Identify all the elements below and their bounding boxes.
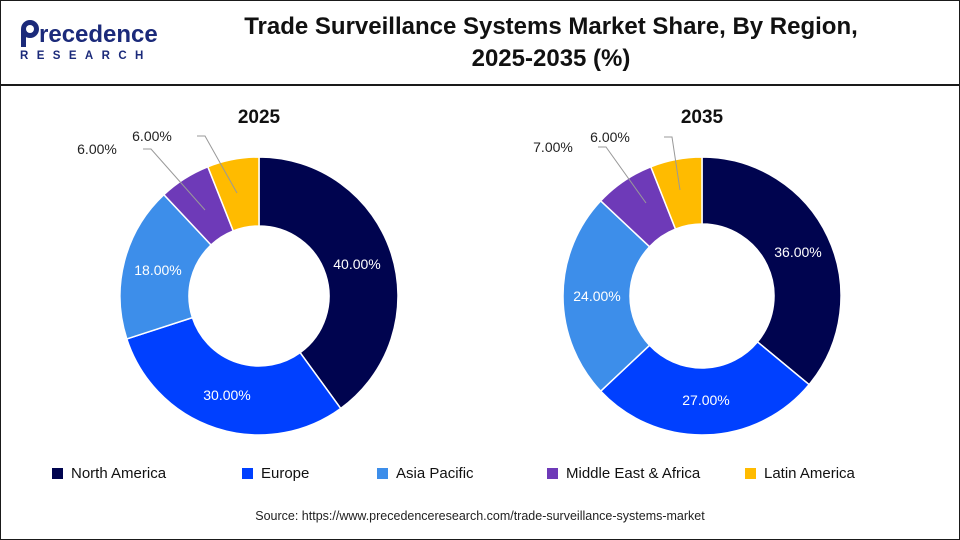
data-label-2025-2: 18.00% xyxy=(134,262,181,278)
slice-2035-asia-pacific xyxy=(562,199,651,393)
data-label-2025-0: 40.00% xyxy=(333,256,380,272)
donut-charts: 2025 40.00% 30.00% 18.00% 6.00% 6.00% 2035 36.0… xyxy=(77,107,842,436)
slice-2025-asia-pacific xyxy=(119,193,213,340)
legend-swatch xyxy=(52,468,63,479)
slice-2035-latin-america xyxy=(649,156,703,231)
legend-label: North America xyxy=(71,465,167,482)
data-label-2035-0: 36.00% xyxy=(774,244,821,260)
slice-2035-europe xyxy=(599,340,811,436)
leader-line-2035-3 xyxy=(598,146,647,204)
data-label-2025-4: 6.00% xyxy=(132,128,172,144)
logo-text: recedence xyxy=(39,21,158,48)
precedence-logo: recedence RESEARCH xyxy=(20,20,158,62)
legend-item-asia-pacific: Asia Pacific xyxy=(377,465,474,482)
data-label-2035-1: 27.00% xyxy=(682,392,729,408)
legend-item-middle-east-africa: Middle East & Africa xyxy=(547,465,700,482)
legend-swatch xyxy=(242,468,253,479)
slice-2025-north-america xyxy=(258,156,399,410)
data-label-2035-4: 6.00% xyxy=(590,129,630,145)
logo-mark-icon xyxy=(21,20,39,47)
legend-label: Latin America xyxy=(764,465,855,482)
legend-swatch xyxy=(745,468,756,479)
source-note: Source: https://www.precedenceresearch.c… xyxy=(255,509,705,523)
legend-item-latin-america: Latin America xyxy=(745,465,855,482)
chart-title-line1: Trade Surveillance Systems Market Share,… xyxy=(244,13,858,40)
data-label-2025-1: 30.00% xyxy=(203,387,250,403)
logo-tagline: RESEARCH xyxy=(20,50,152,62)
legend: North America Europe Asia Pacific Middle Ea… xyxy=(52,465,932,485)
chart-title-line2: 2025-2035 (%) xyxy=(471,45,631,72)
chart-title: Trade Surveillance Systems Market Share,… xyxy=(231,11,871,75)
donut-title-2035: 2035 xyxy=(681,107,724,128)
legend-item-europe: Europe xyxy=(242,465,309,482)
donut-title-2025: 2025 xyxy=(238,107,281,128)
legend-item-north-america: North America xyxy=(52,465,166,482)
legend-swatch xyxy=(377,468,388,479)
header: recedence RESEARCH Trade Surveillance Sy… xyxy=(1,1,959,86)
legend-label: Europe xyxy=(261,465,310,482)
slice-2025-europe xyxy=(125,316,342,436)
slice-2025-latin-america xyxy=(206,156,260,232)
leader-line-2025-3 xyxy=(143,148,206,211)
leader-line-2025-4 xyxy=(197,135,238,194)
leader-line-2035-4 xyxy=(664,136,681,191)
data-label-2035-2: 24.00% xyxy=(573,288,620,304)
legend-label: Middle East & Africa xyxy=(566,465,701,482)
legend-swatch xyxy=(547,468,558,479)
data-label-2035-3: 7.00% xyxy=(533,139,573,155)
legend-label: Asia Pacific xyxy=(396,465,474,482)
data-label-2025-3: 6.00% xyxy=(77,141,117,157)
slice-2035-north-america xyxy=(701,156,842,386)
